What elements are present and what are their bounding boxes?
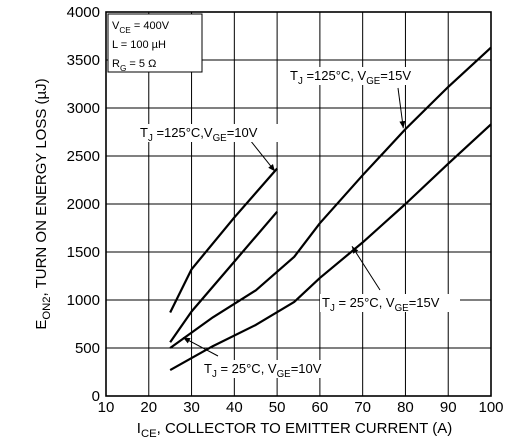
annotation-part: J (148, 133, 153, 144)
x-tick-label: 10 (98, 399, 115, 416)
annotation-part: T (204, 361, 212, 376)
condition-rest: = 400V (131, 20, 170, 32)
y-label-rest: , TURN ON ENERGY LOSS (µJ) (33, 78, 50, 296)
condition-sub: CE (119, 26, 131, 35)
series-line-2 (169, 46, 492, 349)
x-tick-label: 50 (269, 399, 286, 416)
annotation-part: GE (213, 133, 228, 144)
annotation-arrowhead (399, 120, 406, 129)
series-annotation: TJ =125°C,VGE=10V (140, 125, 258, 144)
annotation-part: =125°C, V (303, 68, 367, 83)
annotation-part: GE (395, 303, 410, 314)
y-tick-label: 1000 (67, 292, 100, 309)
condition-line: L = 100 µH (112, 39, 166, 51)
tick-labels: 10 20 30 40 50 60 70 80 90 1000500100015002000250… (67, 4, 504, 416)
x-label-rest: , COLLECTOR TO EMITTER CURRENT (A) (157, 420, 453, 437)
x-tick-label: 90 (440, 399, 457, 416)
series-annotation: TJ =125°C, VGE=15V (290, 68, 411, 87)
series-annotation: TJ = 25°C, VGE=15V (322, 295, 440, 314)
condition-sub: G (120, 64, 126, 73)
annotation-part: =125°C,V (153, 125, 213, 140)
annotation-part: T (290, 68, 298, 83)
y-axis-label: EON2, TURN ON ENERGY LOSS (µJ) (33, 78, 53, 329)
annotation-arrow (351, 245, 381, 291)
annotation-bg (320, 294, 460, 312)
y-tick-label: 0 (92, 388, 100, 405)
annotation-bg (202, 360, 342, 378)
series-line-0 (169, 167, 278, 313)
annotation-part: J (330, 303, 335, 314)
y-tick-label: 3000 (67, 100, 100, 117)
annotation-part: J (212, 369, 217, 380)
annotation-arrowhead (351, 246, 359, 254)
y-label-sub: ON2 (41, 296, 53, 319)
y-label-main: E (33, 320, 50, 330)
annotation-part: =15V (409, 295, 440, 310)
condition-main: L = 100 µH (112, 39, 166, 51)
x-tick-label: 100 (478, 399, 503, 416)
x-tick-label: 70 (354, 399, 371, 416)
conditions-box: VCE = 400V L = 100 µH RG = 5 Ω (107, 13, 203, 73)
y-tick-label: 500 (75, 340, 100, 357)
condition-main: V (112, 20, 120, 32)
annotation-part: =15V (380, 68, 411, 83)
series-lines (169, 46, 492, 372)
annotation-arrowhead (183, 337, 191, 344)
annotation-part: = 25°C, V (217, 361, 277, 376)
y-tick-label: 1500 (67, 244, 100, 261)
x-tick-label: 40 (226, 399, 243, 416)
x-label-main: I (137, 420, 141, 437)
x-tick-label: 80 (397, 399, 414, 416)
y-tick-label: 2500 (67, 148, 100, 165)
y-tick-label: 4000 (67, 4, 100, 21)
annotation-part: = 25°C, V (335, 295, 395, 310)
annotation-arrowhead (268, 164, 275, 172)
annotation-part: =10V (227, 125, 258, 140)
x-tick-label: 30 (183, 399, 200, 416)
condition-main: R (112, 58, 120, 70)
condition-rest: = 5 Ω (126, 58, 156, 70)
x-tick-label: 20 (140, 399, 157, 416)
x-axis-label: ICE, COLLECTOR TO EMITTER CURRENT (A) (137, 420, 452, 440)
annotation-part: T (140, 125, 148, 140)
condition-line: VCE = 400V (112, 20, 170, 35)
x-label-sub: CE (141, 428, 157, 440)
annotation-part: =10V (291, 361, 322, 376)
y-tick-label: 2000 (67, 196, 100, 213)
annotation-part: T (322, 295, 330, 310)
annotation-part: GE (366, 76, 381, 87)
y-tick-label: 3500 (67, 52, 100, 69)
series-line-3 (169, 123, 492, 372)
annotation-bg (138, 124, 278, 142)
series-line-1 (169, 210, 278, 343)
series-annotation: TJ = 25°C, VGE=10V (204, 361, 322, 380)
annotation-part: J (298, 76, 303, 87)
conditions-box-frame (107, 13, 203, 73)
x-tick-label: 60 (312, 399, 329, 416)
plot-frame (105, 11, 492, 397)
annotation-part: GE (277, 369, 292, 380)
condition-line: RG = 5 Ω (112, 58, 156, 73)
annotation-bg (288, 67, 428, 85)
